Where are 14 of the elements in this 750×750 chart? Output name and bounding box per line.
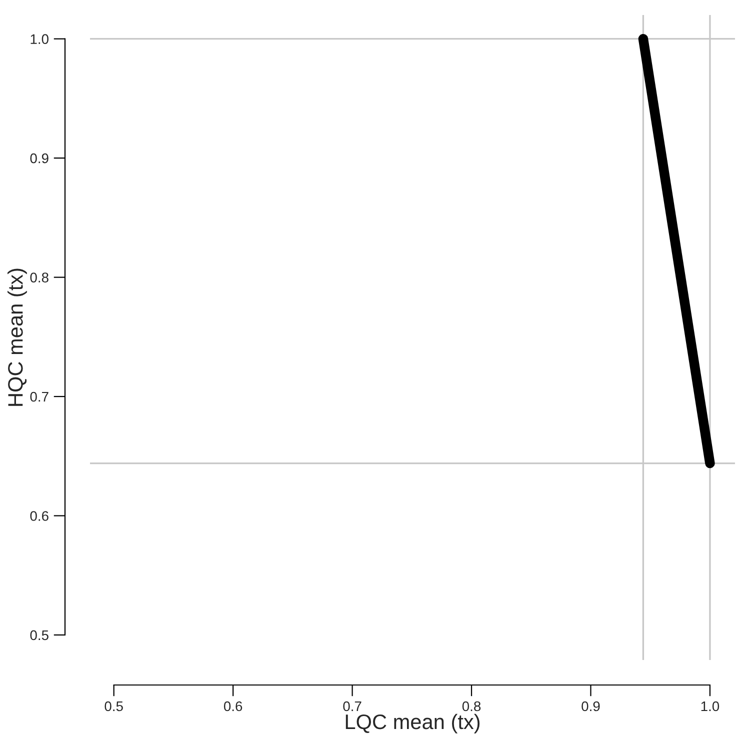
x-tick-label: 0.6 (224, 701, 242, 712)
x-axis-title: LQC mean (tx) (346, 714, 480, 734)
x-tick-label: 1.0 (701, 701, 720, 712)
y-tick-label: 1.0 (30, 34, 48, 44)
y-tick-label: 0.6 (30, 511, 48, 521)
x-tick-label: 0.7 (343, 701, 362, 712)
x-tick-label: 0.8 (462, 701, 481, 712)
x-tick-label: 0.9 (582, 701, 600, 712)
y-tick-label: 0.8 (30, 272, 48, 282)
y-tick-label: 0.5 (30, 630, 48, 640)
x-tick-label: 0.5 (104, 701, 123, 712)
y-axis-title: HQC mean (tx) (8, 268, 27, 406)
y-tick-label: 0.7 (30, 392, 48, 402)
y-tick-label: 0.9 (30, 153, 48, 164)
